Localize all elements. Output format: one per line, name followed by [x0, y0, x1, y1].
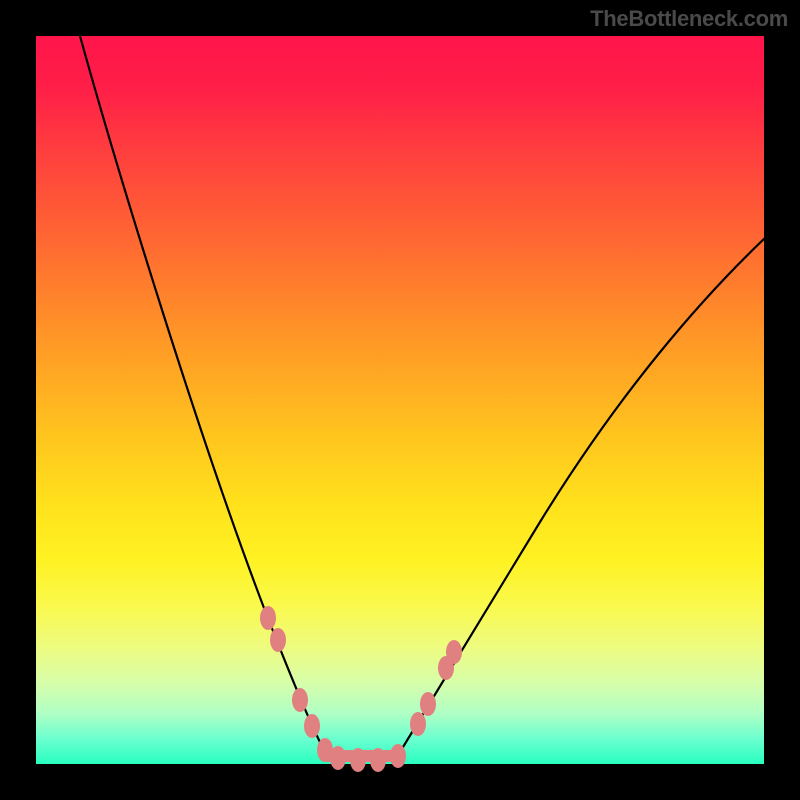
marker-point: [350, 748, 366, 772]
bottleneck-chart: TheBottleneck.com: [0, 0, 800, 800]
watermark-text: TheBottleneck.com: [590, 6, 788, 32]
marker-point: [410, 712, 426, 736]
marker-point: [304, 714, 320, 738]
marker-point: [270, 628, 286, 652]
marker-point: [370, 748, 386, 772]
marker-point: [330, 746, 346, 770]
marker-point: [446, 640, 462, 664]
marker-point: [420, 692, 436, 716]
gradient-plot-area: [36, 36, 764, 764]
marker-point: [292, 688, 308, 712]
marker-point: [260, 606, 276, 630]
marker-point: [390, 744, 406, 768]
chart-svg: [0, 0, 800, 800]
